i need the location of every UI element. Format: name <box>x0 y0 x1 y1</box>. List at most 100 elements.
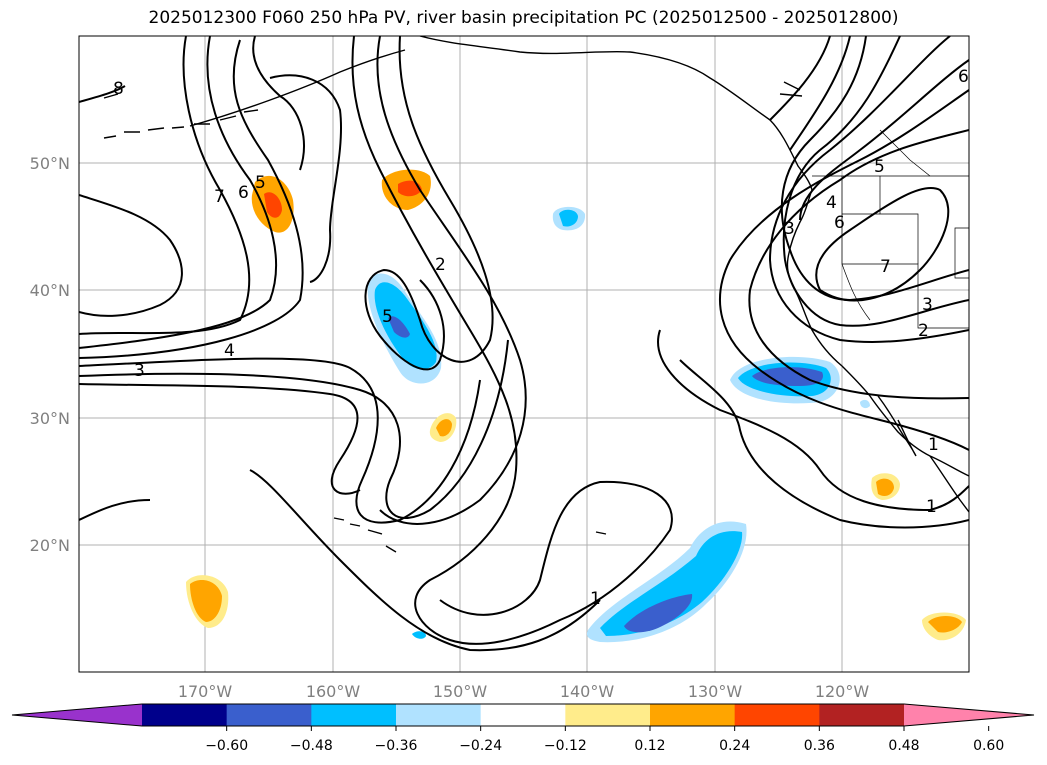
pv-contour-7 <box>79 383 361 495</box>
colorbar-tick-label: 0.60 <box>973 738 1004 754</box>
pv-contour-south-2 <box>79 499 151 521</box>
colorbar-tick-label: −0.24 <box>459 738 502 754</box>
pv-contour-11 <box>252 36 305 171</box>
pv-contour-east-5 <box>780 36 969 302</box>
pv-contour-east-10 <box>657 329 969 512</box>
colorbar-segment <box>650 704 736 726</box>
contour-label: 1 <box>926 497 937 517</box>
lon-label: 140°W <box>560 682 615 701</box>
contour-label: 3 <box>922 295 933 315</box>
colorbar-segment <box>311 704 397 726</box>
colorbar-segment <box>480 704 566 726</box>
precip-blob-negative-core <box>600 531 743 636</box>
pv-contour-east-4 <box>782 36 969 327</box>
pv-contour-east-8 <box>789 36 851 151</box>
colorbar-tick-label: −0.36 <box>375 738 418 754</box>
lon-label: 150°W <box>433 682 488 701</box>
pv-contour-east-7 <box>769 36 831 121</box>
coast-alaska <box>189 36 813 191</box>
map-background <box>79 36 969 672</box>
precip-blob-negative-core2 <box>388 316 410 338</box>
coast-aleutians <box>103 109 259 139</box>
coast-hawaii <box>333 517 397 553</box>
map-title: 2025012300 F060 250 hPa PV, river basin … <box>148 8 899 28</box>
pv-contour-6 <box>79 339 509 520</box>
precip-blob-negative <box>860 399 870 409</box>
contour-label: 5 <box>874 157 885 177</box>
contour-label: 2 <box>918 321 929 341</box>
colorbar-segment <box>819 704 905 726</box>
lat-label: 20°N <box>30 536 70 555</box>
pv-contour-4 <box>79 39 304 359</box>
contour-label: 1 <box>928 435 939 455</box>
contour-label: 6 <box>238 183 249 203</box>
contour-label: 3 <box>784 219 795 239</box>
colorbar-segment <box>734 704 820 726</box>
colorbar-tick-label: 0.12 <box>634 738 665 754</box>
colorbar-tick-label: −0.60 <box>205 738 248 754</box>
colorbar-tick-label: 0.36 <box>804 738 835 754</box>
lat-label: 50°N <box>30 154 70 173</box>
lon-label: 130°W <box>688 682 743 701</box>
precip-blob-negative-core2 <box>624 594 693 633</box>
precip-blob-negative-core2 <box>752 367 824 386</box>
contour-label: 6 <box>958 67 969 87</box>
lon-label: 170°W <box>178 682 233 701</box>
pv-contour-12 <box>269 74 342 283</box>
pv-contour-5 <box>79 357 481 524</box>
pv-contour-9 <box>376 36 527 525</box>
graticule <box>79 36 969 672</box>
contour-label: 6 <box>834 213 845 233</box>
coast-bc-us <box>786 189 969 477</box>
lat-label: 40°N <box>30 281 70 300</box>
colorbar-segment <box>142 704 228 726</box>
pv-contour-south <box>249 469 601 652</box>
state-borders <box>812 129 969 329</box>
coast-mexico <box>929 455 969 513</box>
colorbar-extend-low <box>12 704 142 726</box>
lat-label: 30°N <box>30 409 70 428</box>
pv-contour-east-6 <box>799 59 969 221</box>
map-panel: 8 7 6 5 4 3 2 5 1 1 5 4 3 6 7 3 2 1 6 50… <box>30 35 970 701</box>
pv-contour-10 <box>364 36 494 371</box>
lon-label: 120°W <box>815 682 870 701</box>
colorbar-tick-label: −0.12 <box>544 738 587 754</box>
colorbar-extend-high <box>904 704 1034 726</box>
colorbar-segment <box>226 704 312 726</box>
coast-misc <box>103 81 803 535</box>
pv-contour-east-3 <box>768 36 969 343</box>
coastlines <box>103 36 969 553</box>
colorbar-outline <box>11 703 1035 727</box>
contour-label: 8 <box>113 79 124 99</box>
pv-contour-east-2 <box>748 129 969 400</box>
precip-blob-positive-core <box>190 580 222 622</box>
colorbar-tick-label: −0.48 <box>290 738 333 754</box>
precip-blob-negative <box>412 631 426 639</box>
precip-blob-negative-core <box>559 209 578 227</box>
pv-contour-east-11 <box>679 359 969 529</box>
longitude-labels: 170°W 160°W 150°W 140°W 130°W 120°W <box>178 682 870 701</box>
contour-label: 1 <box>590 589 601 609</box>
pv-contour-east-1 <box>719 89 969 451</box>
pv-contour-13 <box>79 85 126 103</box>
pv-contours <box>79 36 969 652</box>
colorbar-segment <box>565 704 651 726</box>
pv-contour-3 <box>79 36 278 349</box>
precip-blob-positive-core <box>876 478 894 496</box>
map-frame <box>78 35 970 673</box>
pv-contour-1 <box>79 194 183 317</box>
colorbar-tick-label: 0.48 <box>888 738 919 754</box>
pv-contour-8 <box>351 36 673 645</box>
contour-label: 5 <box>255 173 266 193</box>
colorbar: −0.60 −0.48 −0.36 −0.24 −0.12 0.12 0.24 0.36 0.4… <box>11 703 1035 754</box>
pv-contour-2 <box>79 36 251 335</box>
precip-blob-positive-core <box>436 419 452 437</box>
contour-label: 7 <box>214 187 225 207</box>
pv-contour-east-9 <box>815 187 950 302</box>
colorbar-segment <box>396 704 482 726</box>
precip-blob-positive-core <box>928 616 962 633</box>
precip-blob-positive-core <box>264 192 282 218</box>
contour-label: 3 <box>134 361 145 381</box>
contour-label: 2 <box>435 255 446 275</box>
